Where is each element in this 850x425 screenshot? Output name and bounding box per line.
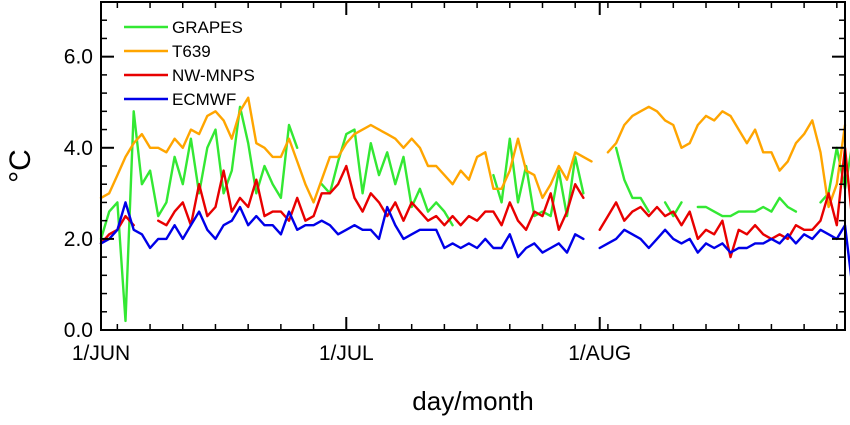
legend-label-t639: T639 bbox=[172, 42, 211, 61]
x-tick-label: 1/JUL bbox=[319, 342, 374, 365]
series-layer bbox=[99, 96, 850, 323]
x-tick-label: 1/AUG bbox=[568, 342, 631, 365]
series-line-t639 bbox=[99, 96, 847, 209]
y-axis-label: °C bbox=[4, 149, 37, 183]
x-axis-label: day/month bbox=[412, 386, 533, 416]
series-line-grapes bbox=[99, 105, 850, 323]
y-tick-label: 4.0 bbox=[64, 137, 93, 160]
y-tick-label: 0.0 bbox=[64, 319, 93, 342]
y-tick-label: 6.0 bbox=[64, 46, 93, 69]
series-line-ecmwf bbox=[99, 201, 850, 277]
legend-label-nw-mnps: NW-MNPS bbox=[172, 66, 255, 85]
x-tick-label: 1/JUN bbox=[72, 342, 130, 365]
legend: GRAPES T639 NW-MNPS ECMWF bbox=[124, 18, 255, 109]
legend-label-ecmwf: ECMWF bbox=[172, 90, 236, 109]
y-tick-label: 2.0 bbox=[64, 228, 93, 251]
tick-layer: 0.0 2.0 4.0 6.0 1/JUN 1/JUL 1/AUG bbox=[64, 2, 845, 365]
legend-label-grapes: GRAPES bbox=[172, 18, 243, 37]
